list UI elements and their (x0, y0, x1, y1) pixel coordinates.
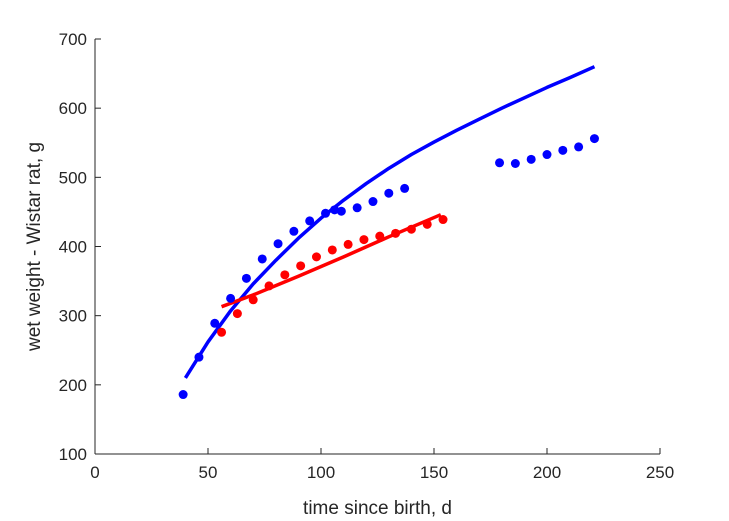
data-point (305, 216, 315, 226)
data-point (264, 281, 274, 291)
x-axis-label: time since birth, d (303, 498, 452, 519)
data-point (289, 226, 299, 236)
x-tick-label: 0 (90, 463, 99, 482)
y-tick-label: 500 (59, 168, 87, 187)
x-tick-label: 150 (420, 463, 448, 482)
data-point (336, 206, 346, 216)
data-point (422, 219, 432, 229)
data-point (495, 158, 505, 168)
data-point (384, 188, 394, 198)
y-tick-label: 300 (59, 307, 87, 326)
data-point (327, 245, 337, 255)
data-point (526, 154, 536, 164)
data-point (248, 295, 258, 305)
data-point (589, 134, 599, 144)
data-point (343, 239, 353, 249)
y-tick-label: 700 (59, 30, 87, 49)
fit-curve-2 (183, 65, 596, 379)
data-point (359, 235, 369, 245)
series-layer (178, 65, 599, 400)
x-ticks: 0 50 100 150 200 250 (90, 448, 674, 482)
x-tick-label: 250 (646, 463, 674, 482)
data-point (217, 327, 227, 337)
y-axis-label: wet weight - Wistar rat, g (24, 142, 45, 352)
data-point (296, 261, 306, 271)
data-point (226, 293, 236, 303)
y-tick-label: 600 (59, 99, 87, 118)
data-point (194, 352, 204, 362)
data-point (330, 205, 340, 215)
data-point (406, 224, 416, 234)
data-point (280, 270, 290, 280)
x-tick-label: 100 (307, 463, 335, 482)
data-point (241, 273, 251, 283)
data-point (510, 159, 520, 168)
data-point (311, 252, 321, 262)
data-point (352, 203, 362, 213)
data-point (232, 309, 242, 319)
y-ticks: 100 200 300 400 500 600 700 (59, 30, 101, 464)
y-tick-label: 400 (59, 238, 87, 257)
data-point (210, 318, 220, 328)
x-tick-label: 200 (533, 463, 561, 482)
data-point (273, 239, 283, 249)
data-point (178, 390, 188, 400)
data-point (400, 183, 410, 193)
data-point (558, 145, 568, 155)
data-point (257, 254, 267, 264)
data-point (542, 150, 552, 160)
y-tick-label: 100 (59, 445, 87, 464)
x-tick-label: 50 (199, 463, 218, 482)
data-point (375, 231, 385, 241)
data-point (391, 228, 401, 238)
data-point (368, 197, 378, 207)
data-point (321, 208, 331, 218)
data-point (574, 142, 584, 152)
y-tick-label: 200 (59, 376, 87, 395)
data-point (438, 215, 448, 225)
